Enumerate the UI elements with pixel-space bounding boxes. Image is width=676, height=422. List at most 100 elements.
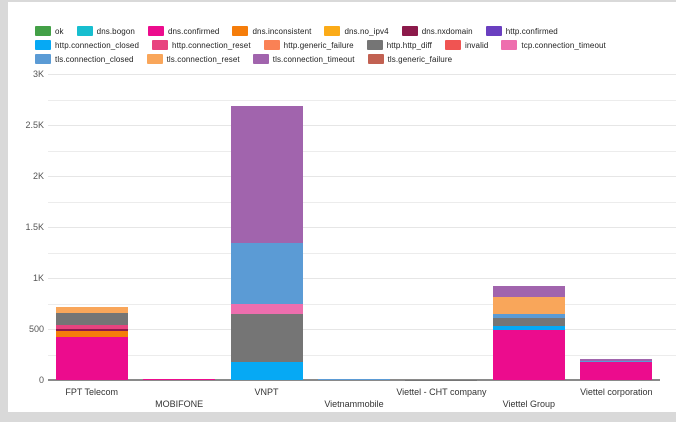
legend-item-http.confirmed[interactable]: http.confirmed [485, 26, 558, 36]
bar-Viettel corporation[interactable] [580, 359, 653, 380]
bar-segment-http.http_diff[interactable] [405, 379, 478, 380]
legend-label: dns.no_ipv4 [344, 26, 389, 36]
legend-row: tls.connection_closed tls.connection_rese… [35, 52, 668, 66]
bar-segment-tls.connection_timeout[interactable] [230, 105, 303, 243]
legend-swatch-icon [367, 54, 384, 64]
legend-item-http.connection_reset[interactable]: http.connection_reset [152, 40, 251, 50]
legend-item-dns.confirmed[interactable]: dns.confirmed [147, 26, 220, 36]
legend-label: dns.confirmed [167, 26, 220, 36]
gridline [48, 227, 676, 228]
legend-label: tls.connection_closed [55, 54, 134, 64]
bar-segment-tcp.connection_timeout[interactable] [230, 304, 303, 315]
stacked-bar-chart: ok dns.bogon dns.confirmed dns.inconsistent… [8, 2, 676, 412]
y-axis-tick-label: 500 [28, 324, 44, 334]
legend-swatch-icon [501, 40, 518, 50]
gridline [48, 252, 676, 254]
bar-segment-tls.connection_closed[interactable] [230, 242, 303, 305]
gridline [48, 201, 676, 203]
x-axis-category-label: Viettel - CHT company [396, 387, 487, 397]
legend-item-ok[interactable]: ok [35, 26, 64, 36]
chart-card: ok dns.bogon dns.confirmed dns.inconsistent… [8, 2, 676, 412]
legend-row: http.connection_closed http.connection_re… [35, 38, 668, 52]
legend-label: http.generic_failure [283, 40, 354, 50]
gridline [48, 125, 676, 126]
bar-segment-dns.confirmed[interactable] [580, 362, 653, 380]
bar-segment-tls.connection_closed[interactable] [580, 361, 653, 363]
legend-label: dns.inconsistent [252, 26, 312, 36]
y-axis-tick-label: 2.5K [25, 120, 44, 130]
legend-item-dns.nxdomain[interactable]: dns.nxdomain [401, 26, 473, 36]
bar-Vietnammobile[interactable] [318, 378, 390, 380]
legend-item-tls.connection_reset[interactable]: tls.connection_reset [146, 54, 240, 64]
legend-label: http.connection_closed [55, 40, 140, 50]
bar-segment-http.connection_closed[interactable] [230, 362, 303, 380]
legend-item-dns.no_ipv4[interactable]: dns.no_ipv4 [324, 26, 389, 36]
bar-segment-http.connection_closed[interactable] [492, 325, 565, 331]
bar-segment-dns.confirmed[interactable] [492, 330, 565, 380]
bar-segment-tls.connection_timeout[interactable] [580, 359, 653, 362]
bar-segment-tls.connection_timeout[interactable] [492, 286, 565, 297]
legend-swatch-icon [445, 40, 461, 50]
legend-swatch-icon [147, 26, 164, 36]
bar-VNPT[interactable] [230, 105, 303, 380]
bar-segment-tls.connection_closed[interactable] [492, 313, 565, 318]
gridline [48, 150, 676, 152]
gridline [48, 278, 676, 279]
x-axis-category-label: MOBIFONE [155, 399, 204, 409]
bar-segment-dns.confirmed[interactable] [143, 379, 216, 380]
legend-label: http.confirmed [505, 26, 558, 36]
legend-item-tls.connection_timeout[interactable]: tls.connection_timeout [252, 54, 355, 64]
bar-segment-http.http_diff[interactable] [230, 314, 303, 363]
x-axis-category-label: VNPT [254, 387, 279, 397]
gridline [48, 176, 676, 177]
bar-segment-tls.connection_reset[interactable] [492, 296, 565, 314]
gridline [48, 329, 676, 330]
legend-label: http.connection_reset [172, 40, 251, 50]
legend-label: dns.bogon [96, 26, 135, 36]
legend-label: tls.connection_reset [166, 54, 240, 64]
bar-segment-http.http_diff[interactable] [492, 317, 565, 326]
y-axis-tick-label: 1.5K [25, 222, 44, 232]
bar-segment-dns.nxdomain[interactable] [143, 378, 216, 380]
legend-row: ok dns.bogon dns.confirmed dns.inconsistent… [35, 24, 668, 38]
gridline [48, 99, 676, 101]
x-axis-category-label: FPT Telecom [65, 387, 119, 397]
chart-legend: ok dns.bogon dns.confirmed dns.inconsistent… [35, 24, 668, 66]
bar-segment-dns.confirmed[interactable] [55, 337, 128, 380]
legend-label: ok [55, 26, 64, 36]
legend-item-dns.bogon[interactable]: dns.bogon [76, 26, 135, 36]
y-axis-tick-label: 0 [38, 375, 44, 385]
legend-item-tls.generic_failure[interactable]: tls.generic_failure [367, 54, 453, 64]
legend-item-tls.connection_closed[interactable]: tls.connection_closed [35, 54, 134, 64]
bar-segment-http.connection_reset[interactable] [55, 324, 128, 330]
bar-Viettel - CHT company[interactable] [405, 379, 478, 380]
legend-item-http.generic_failure[interactable]: http.generic_failure [263, 40, 354, 50]
legend-item-tcp.connection_timeout[interactable]: tcp.connection_timeout [501, 40, 606, 50]
x-axis-line [48, 379, 660, 381]
bar-segment-tls.connection_closed[interactable] [318, 378, 390, 380]
legend-label: tcp.connection_timeout [521, 40, 606, 50]
bar-segment-dns.inconsistent[interactable] [55, 331, 128, 338]
legend-swatch-icon [146, 54, 163, 64]
gridline [48, 303, 676, 305]
x-axis-category-label: Vietnammobile [324, 399, 384, 409]
legend-swatch-icon [263, 40, 280, 50]
legend-item-invalid[interactable]: invalid [445, 40, 488, 50]
legend-swatch-icon [324, 26, 341, 36]
bar-Viettel Group[interactable] [492, 286, 565, 380]
bar-segment-dns.nxdomain[interactable] [55, 329, 128, 332]
y-axis-tick-label: 1K [32, 273, 44, 283]
bar-FPT Telecom[interactable] [55, 307, 128, 380]
legend-item-http.connection_closed[interactable]: http.connection_closed [35, 40, 139, 50]
bar-MOBIFONE[interactable] [143, 378, 216, 380]
legend-label: invalid [465, 40, 489, 50]
legend-swatch-icon [401, 26, 418, 36]
legend-label: dns.nxdomain [421, 26, 473, 36]
legend-item-dns.inconsistent[interactable]: dns.inconsistent [232, 26, 311, 36]
legend-swatch-icon [152, 40, 169, 50]
bar-segment-tls.connection_reset[interactable] [55, 307, 128, 314]
y-axis-tick-label: 3K [32, 69, 44, 79]
legend-swatch-icon [485, 26, 502, 36]
legend-item-http.http_diff[interactable]: http.http_diff [366, 40, 432, 50]
bar-segment-http.http_diff[interactable] [55, 313, 128, 325]
